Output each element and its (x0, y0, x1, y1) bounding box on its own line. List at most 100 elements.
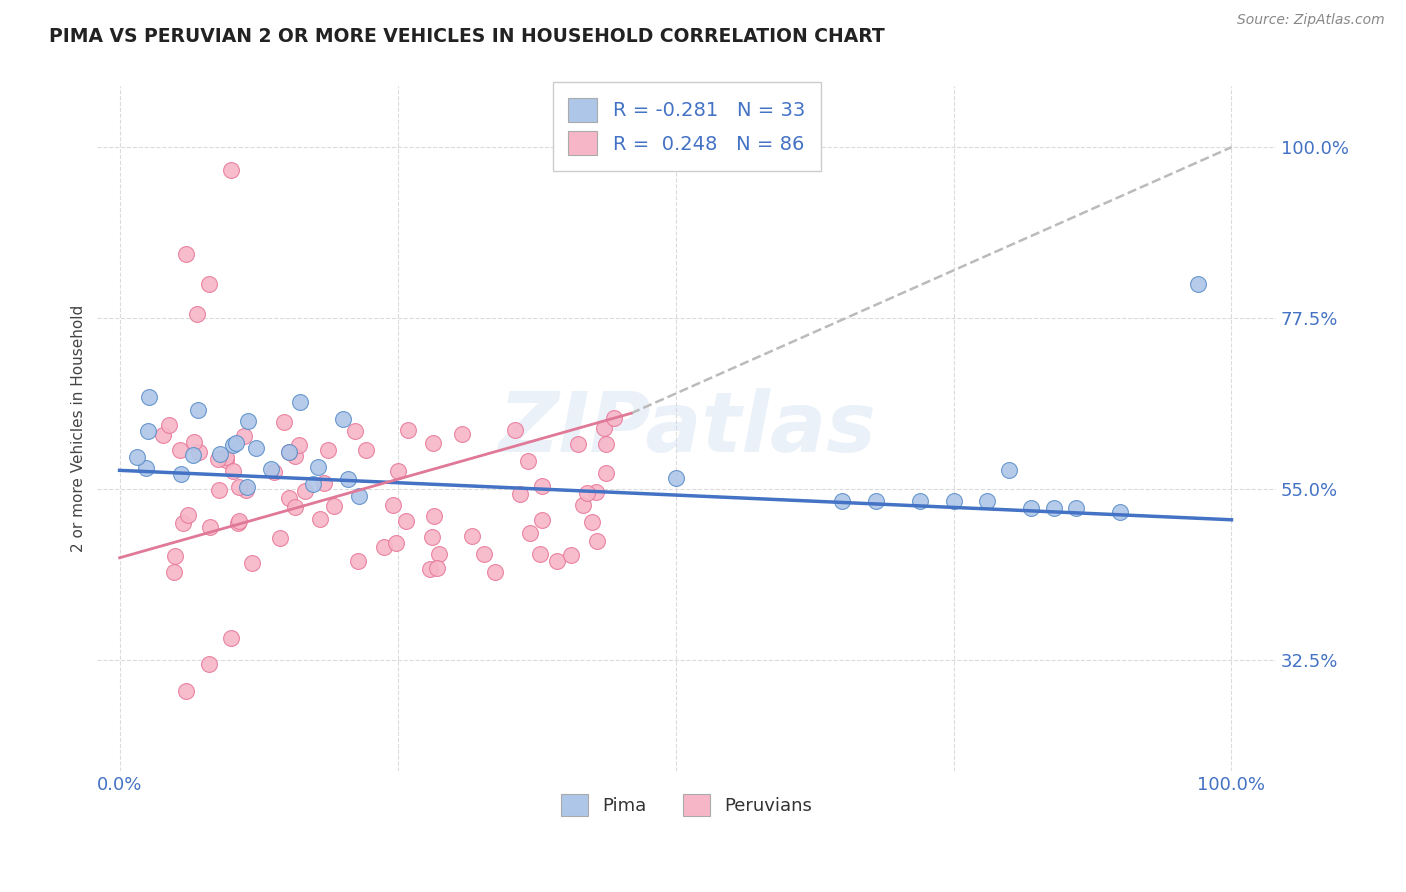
Point (503, 423, 526, 437)
Point (332, 411, 354, 425)
Point (288, 394, 311, 409)
Point (187, 445, 209, 459)
Point (395, 515, 418, 529)
Point (420, 530, 443, 544)
Point (396, 424, 419, 438)
Point (308, 512, 330, 526)
Point (163, 565, 186, 579)
Point (516, 454, 538, 468)
Point (172, 516, 194, 530)
Point (422, 435, 444, 450)
Point (419, 562, 441, 576)
Point (197, 657, 219, 672)
Point (176, 246, 198, 260)
Point (138, 390, 160, 404)
Point (301, 477, 323, 491)
Point (208, 483, 231, 498)
Point (176, 683, 198, 698)
Point (595, 467, 617, 481)
Point (831, 493, 853, 508)
Point (1187, 277, 1209, 291)
Point (373, 541, 395, 555)
Point (157, 417, 180, 432)
Point (385, 536, 408, 550)
Legend: Pima, Peruvians: Pima, Peruvians (554, 787, 820, 823)
Point (221, 464, 243, 478)
Point (347, 554, 370, 568)
Point (426, 561, 449, 575)
Point (593, 421, 616, 435)
Point (427, 547, 450, 561)
Point (347, 489, 370, 503)
Point (163, 549, 186, 563)
Point (567, 437, 589, 451)
Point (575, 486, 598, 500)
Text: ZIPatlas: ZIPatlas (498, 388, 876, 469)
Point (1042, 501, 1064, 516)
Point (664, 471, 686, 485)
Point (461, 529, 484, 543)
Text: PIMA VS PERUVIAN 2 OR MORE VEHICLES IN HOUSEHOLD CORRELATION CHART: PIMA VS PERUVIAN 2 OR MORE VEHICLES IN H… (49, 27, 884, 45)
Point (284, 450, 307, 464)
Point (284, 500, 307, 515)
Point (236, 414, 259, 428)
Point (183, 435, 205, 450)
Point (183, 448, 205, 462)
Point (312, 476, 335, 491)
Point (169, 442, 191, 457)
Point (581, 515, 603, 529)
Point (343, 425, 366, 439)
Point (422, 508, 444, 523)
Point (1064, 501, 1087, 516)
Point (219, 163, 242, 178)
Point (560, 549, 582, 563)
Point (337, 472, 360, 486)
Point (273, 416, 295, 430)
Point (226, 516, 249, 531)
Point (484, 565, 506, 579)
Point (263, 465, 285, 479)
Point (208, 447, 231, 461)
Point (186, 308, 208, 322)
Point (451, 426, 474, 441)
Point (908, 493, 931, 508)
Point (509, 487, 531, 501)
Point (245, 442, 267, 456)
Point (169, 467, 191, 481)
Point (316, 442, 339, 457)
Point (354, 442, 377, 457)
Point (135, 460, 157, 475)
Point (215, 453, 238, 467)
Point (529, 547, 551, 561)
Point (472, 548, 495, 562)
Point (269, 531, 291, 545)
Point (585, 484, 607, 499)
Point (177, 508, 200, 522)
Point (603, 410, 626, 425)
Point (225, 435, 247, 450)
Point (387, 464, 409, 478)
Point (125, 450, 148, 464)
Point (235, 483, 257, 497)
Point (307, 459, 329, 474)
Point (228, 514, 250, 528)
Point (572, 498, 595, 512)
Point (236, 480, 259, 494)
Point (278, 445, 301, 459)
Point (942, 493, 965, 508)
Point (976, 493, 998, 508)
Point (1021, 501, 1043, 516)
Point (233, 428, 256, 442)
Y-axis label: 2 or more Vehicles in Household: 2 or more Vehicles in Household (72, 305, 86, 552)
Point (595, 437, 617, 451)
Point (207, 452, 229, 467)
Point (198, 520, 221, 534)
Point (152, 428, 174, 442)
Point (530, 513, 553, 527)
Text: Source: ZipAtlas.com: Source: ZipAtlas.com (1237, 13, 1385, 28)
Point (287, 438, 309, 452)
Point (586, 534, 609, 549)
Point (865, 493, 887, 508)
Point (240, 556, 263, 570)
Point (197, 277, 219, 291)
